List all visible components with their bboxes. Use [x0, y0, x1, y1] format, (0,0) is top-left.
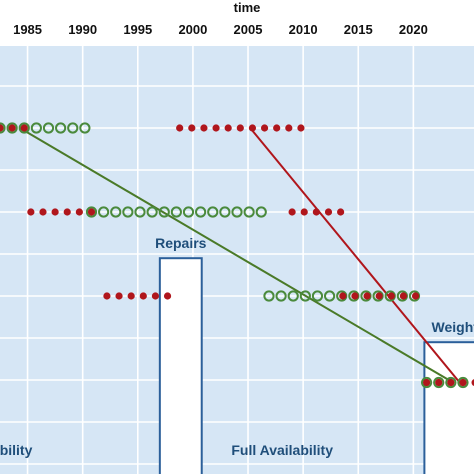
- hollow-marker: [85, 206, 98, 218]
- hollow-marker: [67, 122, 79, 134]
- region-label: ability: [0, 442, 33, 458]
- solid-marker: [20, 124, 28, 132]
- solid-marker: [339, 292, 347, 300]
- solid-marker: [399, 292, 408, 300]
- solid-marker: [387, 292, 395, 300]
- x-tick-label: 2005: [234, 22, 263, 37]
- solid-marker: [459, 378, 467, 387]
- solid-marker: [324, 208, 333, 216]
- x-tick-labels: 1985 1990 1995 2000 2005 2010 2015 2020: [13, 22, 428, 37]
- hollow-marker: [122, 206, 134, 218]
- solid-marker: [87, 208, 96, 216]
- hollow-marker: [18, 122, 30, 134]
- x-tick-label: 2020: [399, 22, 428, 37]
- solid-marker: [127, 292, 135, 300]
- solid-marker: [212, 124, 220, 132]
- solid-marker: [447, 378, 455, 387]
- hollow-marker: [146, 206, 158, 218]
- solid-marker: [363, 292, 371, 300]
- solid-marker: [423, 378, 431, 387]
- annotation-box-label: Repairs: [155, 235, 207, 251]
- x-tick-label: 2000: [178, 22, 207, 37]
- annotation-box: [423, 341, 474, 474]
- hollow-marker: [195, 206, 207, 218]
- solid-marker: [151, 292, 160, 300]
- solid-marker: [411, 292, 420, 300]
- annotation-box: [158, 257, 203, 474]
- solid-marker: [236, 124, 244, 132]
- solid-marker: [375, 292, 383, 300]
- hollow-marker: [311, 290, 324, 302]
- hollow-marker: [457, 376, 469, 389]
- hollow-marker: [287, 290, 299, 302]
- hollow-marker: [231, 206, 243, 218]
- solid-marker: [351, 292, 359, 300]
- solid-marker: [248, 124, 257, 132]
- x-tick-label: 1990: [68, 22, 97, 37]
- region-labels: ability Full Availability: [0, 442, 333, 458]
- solid-marker: [273, 124, 281, 132]
- hollow-marker: [55, 122, 67, 134]
- trend-lines: [19, 127, 461, 384]
- x-tick-label: 1985: [13, 22, 42, 37]
- solid-marker: [103, 292, 111, 300]
- trend-line: [19, 127, 454, 384]
- hollow-marker: [0, 122, 6, 134]
- hollow-marker: [98, 206, 110, 218]
- x-tick-label: 1995: [123, 22, 152, 37]
- hollow-marker: [421, 376, 433, 389]
- solid-marker: [300, 208, 308, 216]
- hollow-marker: [207, 206, 219, 218]
- hollow-marker: [158, 206, 170, 218]
- hollow-marker: [30, 122, 42, 134]
- hollow-marker: [110, 206, 122, 218]
- solid-marker: [163, 292, 172, 300]
- solid-marker: [312, 208, 320, 216]
- annotation-box-label: Weight: [432, 319, 474, 335]
- hollow-marker: [433, 376, 445, 389]
- markers: [0, 122, 474, 389]
- hollow-marker: [42, 122, 55, 134]
- hollow-marker: [243, 206, 255, 218]
- solid-marker: [63, 208, 71, 216]
- solid-marker: [0, 124, 4, 132]
- hollow-marker: [219, 206, 231, 218]
- hollow-marker: [182, 206, 195, 218]
- solid-marker: [471, 379, 474, 386]
- solid-marker: [75, 208, 83, 216]
- solid-marker: [39, 208, 47, 216]
- x-axis-title: time: [234, 0, 261, 15]
- x-tick-label: 2010: [289, 22, 318, 37]
- solid-marker: [297, 124, 305, 132]
- plot-background: [0, 46, 474, 474]
- solid-marker: [27, 208, 35, 216]
- solid-marker: [8, 124, 16, 132]
- solid-marker: [260, 124, 269, 132]
- hollow-marker: [299, 290, 311, 302]
- solid-marker: [115, 292, 123, 300]
- hollow-marker: [255, 206, 267, 218]
- trend-line: [249, 127, 461, 384]
- solid-marker: [51, 208, 59, 216]
- hollow-marker: [79, 122, 91, 134]
- hollow-marker: [6, 122, 18, 134]
- x-tick-label: 2015: [344, 22, 373, 37]
- solid-marker: [285, 124, 293, 132]
- region-label: Full Availability: [231, 442, 333, 458]
- solid-marker: [435, 378, 443, 387]
- hollow-marker: [170, 206, 182, 218]
- solid-marker: [188, 124, 196, 132]
- hollow-marker: [134, 206, 146, 218]
- solid-marker: [139, 292, 147, 300]
- hollow-marker: [445, 376, 457, 389]
- solid-marker: [200, 124, 208, 132]
- solid-marker: [224, 124, 232, 132]
- hollow-marker: [263, 290, 275, 302]
- solid-marker: [288, 208, 296, 216]
- solid-marker: [176, 124, 184, 132]
- hollow-marker: [323, 290, 336, 302]
- solid-marker: [337, 208, 345, 216]
- hollow-marker: [275, 290, 287, 302]
